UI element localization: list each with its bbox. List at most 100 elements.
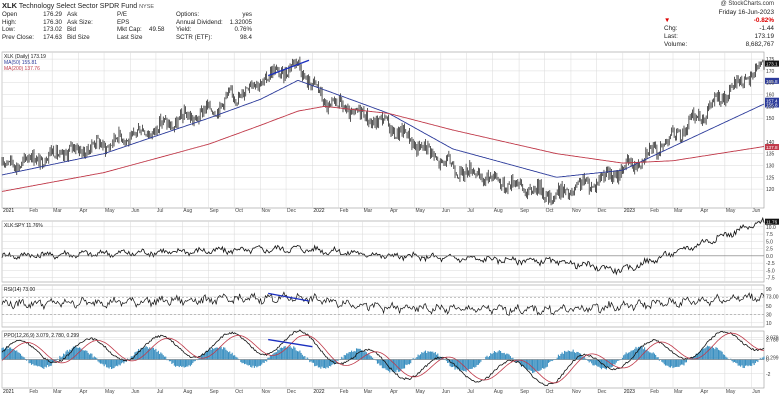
histogram-bar <box>747 359 749 367</box>
quote-col-2: Ask Ask Size: Bid Bid Size <box>67 11 93 41</box>
histogram-bar <box>566 351 568 360</box>
x-tick-label: Aug <box>183 208 192 214</box>
x-tick-label: 2022 <box>313 389 324 395</box>
histogram-bar <box>187 359 189 367</box>
histogram-bar <box>351 350 353 360</box>
histogram-bar <box>256 359 258 368</box>
histogram-bar <box>70 349 72 360</box>
histogram-bar <box>213 348 215 360</box>
histogram-bar <box>305 358 307 360</box>
histogram-bar <box>631 350 633 360</box>
pct-change: -0.82% <box>753 17 774 24</box>
histogram-bar <box>310 359 312 362</box>
histogram-bar <box>35 359 38 366</box>
histogram-bar <box>207 351 209 360</box>
histogram-bar <box>160 352 162 360</box>
histogram-bar <box>754 359 756 364</box>
x-tick-label: May <box>726 389 736 395</box>
histogram-bar <box>296 351 298 360</box>
histogram-bar <box>427 351 429 360</box>
histogram-bar <box>92 357 94 360</box>
histogram-bar <box>512 357 514 360</box>
x-tick-label: Dec <box>287 208 296 214</box>
histogram-bar <box>321 359 323 367</box>
histogram-bar <box>214 347 216 360</box>
histogram-bar <box>591 359 593 364</box>
histogram-bar <box>131 356 134 360</box>
histogram-bar <box>21 355 23 360</box>
histogram-bar <box>224 347 226 360</box>
histogram-bar <box>33 359 35 366</box>
histogram-bar <box>282 348 284 360</box>
histogram-bar <box>570 351 572 360</box>
histogram-bar <box>5 347 7 360</box>
histogram-bar <box>540 359 542 370</box>
histogram-bar <box>648 352 651 360</box>
histogram-bar <box>731 359 733 362</box>
histogram-bar <box>501 352 503 360</box>
histogram-bar <box>81 349 83 360</box>
histogram-bar <box>98 359 100 363</box>
histogram-bar <box>424 350 427 360</box>
down-arrow-icon: ▼ <box>664 17 671 24</box>
histogram-bar <box>319 359 321 368</box>
histogram-bar <box>341 356 343 360</box>
panel-price <box>1 51 779 209</box>
histogram-bar <box>229 351 231 360</box>
histogram-bar <box>309 359 311 363</box>
histogram-bar <box>269 355 271 360</box>
histogram-bar <box>262 359 264 363</box>
histogram-bar <box>51 359 54 364</box>
histogram-bar <box>327 359 329 369</box>
histogram-bar <box>498 350 500 360</box>
histogram-bar <box>680 359 683 365</box>
histogram-bar <box>401 359 403 369</box>
histogram-bar <box>741 359 743 366</box>
histogram-bar <box>69 349 71 360</box>
histogram-bar <box>740 359 742 367</box>
histogram-bar <box>264 359 266 361</box>
histogram-bar <box>744 359 747 366</box>
histogram-bar <box>166 359 168 361</box>
y-tick-label: 125 <box>766 175 775 181</box>
y-tick-label: 120 <box>766 187 775 193</box>
histogram-bar <box>191 359 193 365</box>
histogram-bar <box>656 357 658 360</box>
x-tick-label: Jun <box>752 389 760 395</box>
histogram-bar <box>651 353 653 360</box>
y-tick-label: 135 <box>766 152 775 158</box>
x-tick-label: 2023 <box>624 208 635 214</box>
histogram-bar <box>123 359 125 364</box>
histogram-bar <box>647 351 649 360</box>
x-tick-label: Aug <box>494 208 503 214</box>
x-tick-label: Feb <box>650 208 659 214</box>
histogram-bar <box>503 352 505 360</box>
histogram-bar <box>534 359 536 372</box>
histogram-bar <box>612 359 614 367</box>
histogram-bar <box>223 347 225 360</box>
histogram-bar <box>492 352 494 360</box>
y-tick-label: 130 <box>766 163 775 169</box>
last-value-tag <box>765 77 779 84</box>
y-tick-label: 140 <box>766 140 775 146</box>
watermark: @ StockCharts.com <box>720 1 774 7</box>
histogram-bar <box>523 359 525 368</box>
histogram-bar <box>645 349 647 360</box>
histogram-bar <box>155 348 157 360</box>
histogram-bar <box>333 359 335 365</box>
histogram-bar <box>479 359 481 364</box>
histogram-bar <box>380 359 382 366</box>
histogram-bar <box>39 359 41 367</box>
histogram-bar <box>61 356 63 360</box>
histogram-bar <box>690 357 692 360</box>
histogram-bar <box>402 359 404 369</box>
histogram-bar <box>668 359 670 368</box>
histogram-bar <box>221 349 223 360</box>
histogram-bar <box>664 359 667 366</box>
x-tick-label: Feb <box>340 389 349 395</box>
histogram-bar <box>562 353 564 360</box>
histogram-bar <box>290 347 292 360</box>
histogram-bar <box>38 359 40 367</box>
histogram-bar <box>440 357 443 360</box>
histogram-bar <box>252 359 254 366</box>
